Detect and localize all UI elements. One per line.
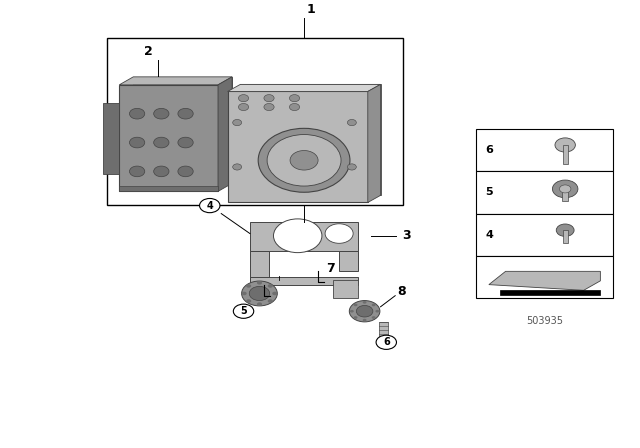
Circle shape <box>356 306 373 317</box>
Circle shape <box>264 103 274 111</box>
Polygon shape <box>133 77 232 183</box>
Bar <box>476 172 613 214</box>
Bar <box>476 214 613 256</box>
Circle shape <box>272 292 277 295</box>
Bar <box>476 256 613 298</box>
Circle shape <box>239 103 248 111</box>
Circle shape <box>349 301 380 322</box>
Text: 1: 1 <box>306 3 315 16</box>
Bar <box>563 230 568 243</box>
Polygon shape <box>241 84 381 195</box>
Polygon shape <box>228 84 381 91</box>
Text: 503935: 503935 <box>526 316 563 326</box>
Circle shape <box>200 198 220 213</box>
Circle shape <box>178 166 193 177</box>
Polygon shape <box>103 103 119 174</box>
Circle shape <box>325 224 353 243</box>
Circle shape <box>233 120 242 126</box>
Circle shape <box>239 95 248 102</box>
Text: 5: 5 <box>486 187 493 198</box>
Circle shape <box>290 151 318 170</box>
Polygon shape <box>500 290 600 295</box>
Circle shape <box>555 138 575 152</box>
Text: 5: 5 <box>240 306 247 316</box>
Circle shape <box>178 108 193 119</box>
Circle shape <box>249 286 269 301</box>
Circle shape <box>348 120 356 126</box>
Polygon shape <box>368 84 381 202</box>
Bar <box>339 251 358 271</box>
Circle shape <box>129 137 145 148</box>
Circle shape <box>559 185 571 193</box>
Text: 6: 6 <box>383 337 390 347</box>
Circle shape <box>354 316 358 319</box>
Circle shape <box>289 95 300 102</box>
Circle shape <box>363 319 367 321</box>
Circle shape <box>233 164 242 170</box>
Circle shape <box>268 284 273 288</box>
Text: 7: 7 <box>326 262 335 275</box>
Circle shape <box>350 310 354 313</box>
Bar <box>106 38 403 205</box>
Circle shape <box>363 301 367 304</box>
Circle shape <box>267 134 341 186</box>
Circle shape <box>556 224 574 237</box>
Circle shape <box>354 304 358 306</box>
Circle shape <box>154 108 169 119</box>
Text: 2: 2 <box>144 46 153 59</box>
Circle shape <box>242 292 246 295</box>
Text: 6: 6 <box>486 145 493 155</box>
Bar <box>476 129 613 172</box>
Circle shape <box>376 310 380 313</box>
Bar <box>562 189 568 201</box>
Polygon shape <box>218 77 232 191</box>
Circle shape <box>154 166 169 177</box>
Circle shape <box>129 108 145 119</box>
Polygon shape <box>119 77 232 85</box>
Circle shape <box>154 137 169 148</box>
Bar <box>250 276 358 284</box>
Bar <box>250 223 358 251</box>
Circle shape <box>257 302 262 306</box>
Text: 4: 4 <box>486 230 493 240</box>
Bar <box>333 280 358 298</box>
Circle shape <box>376 335 396 349</box>
Circle shape <box>348 164 356 170</box>
Circle shape <box>273 219 322 253</box>
Bar <box>250 251 269 284</box>
Polygon shape <box>119 85 218 191</box>
Circle shape <box>246 284 251 288</box>
Bar <box>563 145 568 164</box>
Circle shape <box>242 281 277 306</box>
Circle shape <box>289 103 300 111</box>
Circle shape <box>268 299 273 303</box>
Bar <box>119 186 218 191</box>
Text: 8: 8 <box>397 285 406 298</box>
Circle shape <box>372 304 376 306</box>
Polygon shape <box>228 91 368 202</box>
Bar <box>380 322 388 340</box>
Polygon shape <box>489 271 600 290</box>
Circle shape <box>552 180 578 198</box>
Circle shape <box>178 137 193 148</box>
Circle shape <box>258 128 350 192</box>
Circle shape <box>257 281 262 284</box>
Circle shape <box>372 316 376 319</box>
Circle shape <box>234 304 253 319</box>
Circle shape <box>246 299 251 303</box>
Text: 3: 3 <box>402 229 410 242</box>
Circle shape <box>129 166 145 177</box>
Circle shape <box>264 95 274 102</box>
Text: 4: 4 <box>206 201 213 211</box>
